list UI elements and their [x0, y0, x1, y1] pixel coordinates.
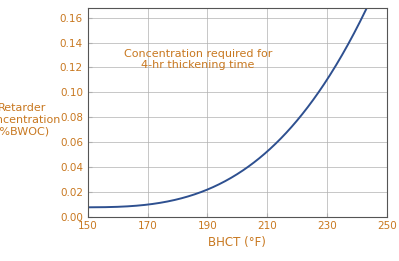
Text: Retarder
concentration
(%BWOC): Retarder concentration (%BWOC): [0, 103, 61, 137]
X-axis label: BHCT (°F): BHCT (°F): [208, 236, 267, 249]
Text: Concentration required for
4-hr thickening time: Concentration required for 4-hr thickeni…: [124, 49, 272, 70]
